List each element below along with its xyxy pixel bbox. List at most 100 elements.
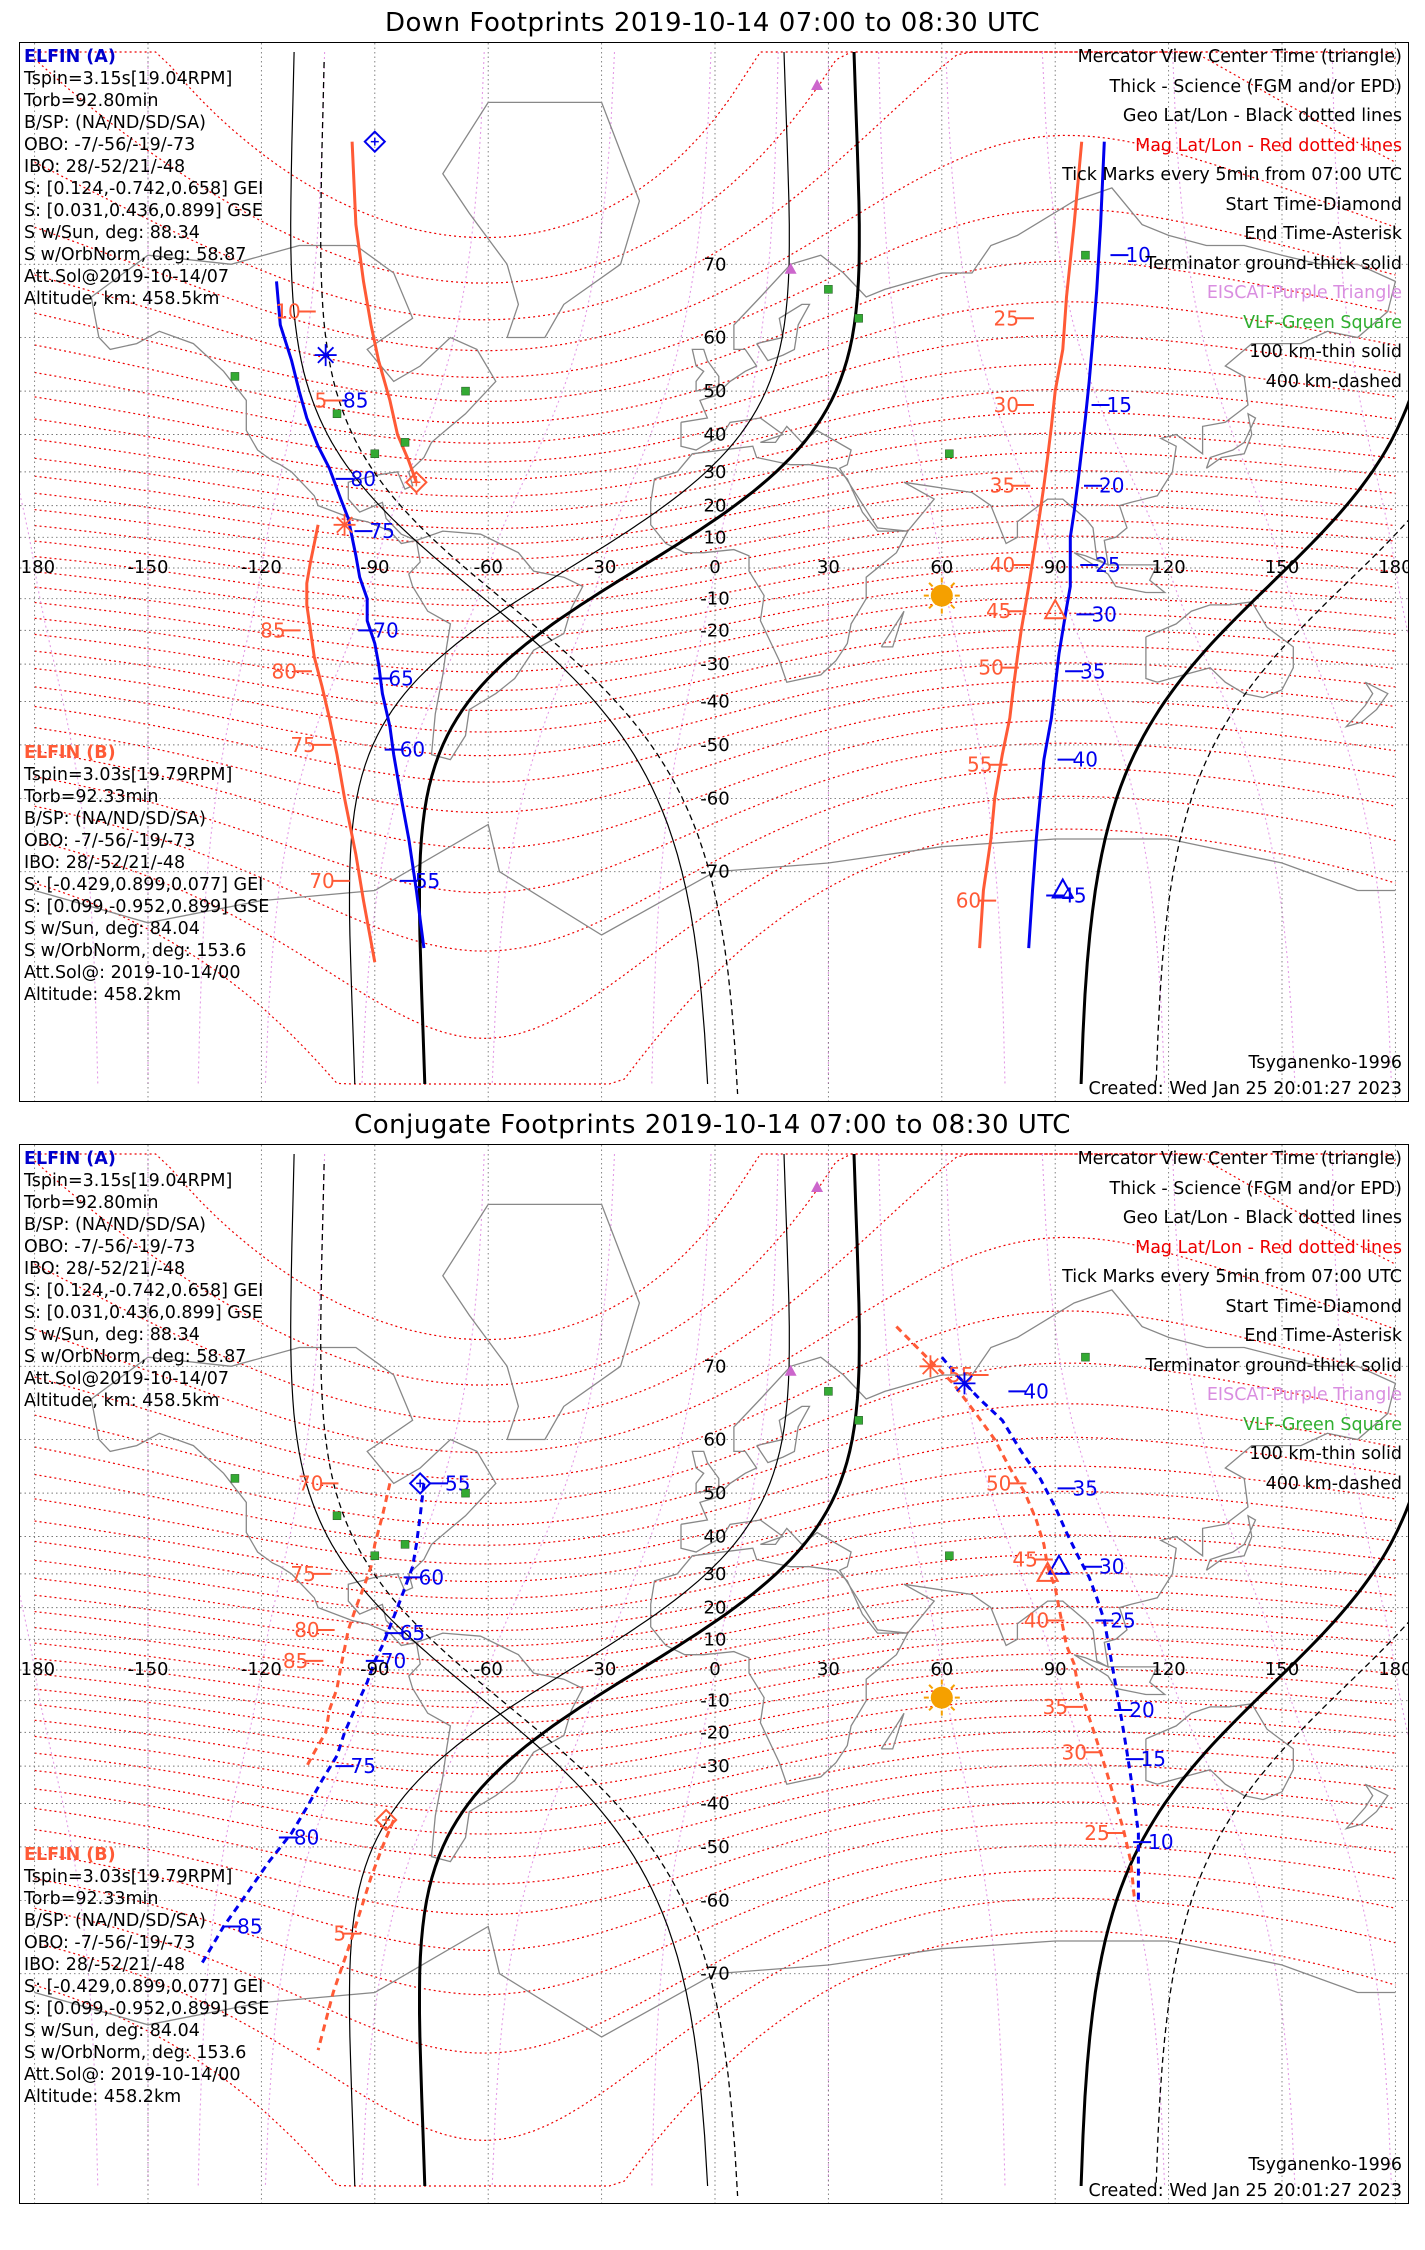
mag-lon-line [1172, 1153, 1392, 2187]
elfin-b-info-line: OBO: -7/-56/-19/-73 [24, 1933, 196, 1953]
mag-lon-line [197, 1153, 326, 2187]
track-label-b: 25 [1084, 1821, 1109, 1845]
track-label-a: 65 [388, 667, 413, 691]
lon-tick-label: -150 [128, 557, 169, 578]
mag-lat-line [34, 628, 1396, 712]
created-label: Created: Wed Jan 25 20:01:27 2023 [1088, 2181, 1403, 2201]
elfin-b-info-line: Att.Sol@: 2019-10-14/00 [24, 2065, 241, 2085]
coast-uk [691, 1450, 720, 1494]
coast-indonesia [1073, 1654, 1167, 1696]
elfin-a-info-line: Altitude, km: 458.5km [24, 289, 220, 309]
lon-tick-label: 60 [930, 1659, 953, 1680]
terminator-400km [1155, 519, 1408, 1085]
lat-tick-label: -50 [700, 735, 729, 756]
track-label-b: 75 [290, 733, 315, 757]
lat-tick-label: -40 [700, 692, 729, 713]
lat-tick-label: -10 [700, 1691, 729, 1712]
mag-lon-line [1331, 51, 1408, 636]
mag-lon-line [878, 1153, 1006, 2187]
panel-title-down: Down Footprints 2019-10-14 07:00 to 08:3… [384, 8, 1041, 38]
track-label-b: 35 [990, 474, 1015, 498]
elfin-b-info-line: B/SP: (NA/ND/SD/SA) [24, 1911, 206, 1931]
elfin-b-info-line: IBO: 28/-52/21/-48 [24, 1955, 186, 1975]
elfin-b-track [978, 141, 1084, 949]
created-label: Created: Wed Jan 25 20:01:27 2023 [1088, 1079, 1403, 1099]
elfin-b-info-line: S: [0.099,-0.952,0.899] GSE [24, 1999, 270, 2019]
track-label-b: 40 [990, 553, 1015, 577]
lat-tick-label: 40 [704, 1526, 727, 1547]
legend-item: EISCAT-Purple Triangle [1206, 1385, 1402, 1405]
legend-item: EISCAT-Purple Triangle [1206, 283, 1402, 303]
coast-australia [1145, 1703, 1294, 1801]
end-asterisk [922, 1357, 939, 1375]
elfin-a-info-line: S: [0.031,0.436,0.899] GSE [24, 1303, 263, 1323]
elfin-b-info-line: S: [0.099,-0.952,0.899] GSE [24, 897, 270, 917]
elfin-b-track [350, 141, 418, 483]
track-label-b: 5 [314, 388, 327, 412]
elfin-a-info-line: B/SP: (NA/ND/SD/SA) [24, 1215, 206, 1235]
sun-icon [950, 582, 956, 588]
mag-lat-line [34, 550, 1396, 623]
lat-tick-label: -50 [700, 1837, 729, 1858]
terminator-100km [348, 51, 790, 1085]
track-label-b: 45 [1012, 1547, 1037, 1571]
vlf-square [400, 1540, 410, 1549]
mag-lat-line [34, 451, 1396, 530]
elfin-b-info-line: S: [-0.429,0.899,0.077] GEI [24, 1977, 264, 1997]
lat-tick-label: 70 [704, 254, 727, 275]
lat-tick-label: -20 [700, 1722, 729, 1743]
track-label-a: 15 [1141, 1747, 1166, 1771]
vlf-square [332, 1511, 342, 1521]
elfin-a-info-line: Att.Sol@2019-10-14/07 [24, 1369, 229, 1389]
coast-north-america [90, 1346, 497, 1647]
track-label-a: 20 [1099, 474, 1124, 498]
mag-lat-line [34, 1153, 1396, 1423]
elfin-b-title: ELFIN (B) [24, 1845, 116, 1865]
elfin-a-info-line: S w/Sun, deg: 88.34 [24, 223, 200, 243]
vlf-square [461, 1488, 470, 1498]
track-label-a: 30 [1099, 1555, 1124, 1579]
mag-lat-line [34, 503, 1396, 576]
track-label-a: 10 [1125, 243, 1150, 267]
elfin-b-info-line: OBO: -7/-56/-19/-73 [24, 831, 196, 851]
lon-tick-label: -120 [241, 557, 282, 578]
mag-lat-line [34, 1571, 1396, 1647]
lat-tick-label: 40 [704, 424, 727, 445]
mag-lon-line [878, 51, 1006, 1085]
lat-tick-label: 30 [704, 462, 727, 483]
view-center-triangle [1051, 877, 1075, 899]
track-label-b: 35 [1043, 1695, 1068, 1719]
elfin-a-info-line: Att.Sol@2019-10-14/07 [24, 267, 229, 287]
mag-lat-line [34, 1310, 1396, 1481]
lon-tick-label: 90 [1044, 1659, 1067, 1680]
track-label-a: 80 [351, 467, 376, 491]
terminator-400km [320, 61, 739, 1095]
mag-lat-line [34, 363, 1396, 463]
elfin-b-track [895, 1325, 1137, 1901]
mag-lat-line [34, 1605, 1396, 1678]
track-label-a: 75 [369, 519, 394, 543]
track-label-a: 40 [1023, 1379, 1048, 1403]
track-label-b: 70 [298, 1471, 323, 1495]
lat-tick-label: -40 [700, 1794, 729, 1815]
mag-lat-line [34, 1782, 1396, 1885]
legend-item: Start Time-Diamond [1225, 194, 1402, 215]
coast-antarctica [34, 1925, 1396, 2038]
coast-greenland [442, 101, 641, 339]
sun-icon [930, 584, 953, 607]
mag-lat-line [34, 208, 1396, 379]
lat-tick-label: 60 [704, 1430, 727, 1451]
lat-tick-label: 20 [704, 496, 727, 517]
lon-tick-label: 150 [1265, 557, 1299, 578]
lon-tick-label: 0 [709, 557, 720, 578]
coast-new-zealand [1344, 681, 1389, 728]
lon-tick-label: -150 [128, 1659, 169, 1680]
legend-item: End Time-Asterisk [1244, 1326, 1402, 1346]
sun-icon [950, 604, 956, 610]
lat-tick-label: -10 [700, 589, 729, 610]
elfin-a-info-line: B/SP: (NA/ND/SD/SA) [24, 113, 206, 133]
lat-tick-label: 10 [704, 527, 727, 548]
terminator-400km [320, 1163, 739, 2197]
lon-tick-label: -90 [360, 1659, 389, 1680]
map-canvas-conjugate: 4035302520151055606570758085555045403530… [20, 1145, 1408, 2203]
